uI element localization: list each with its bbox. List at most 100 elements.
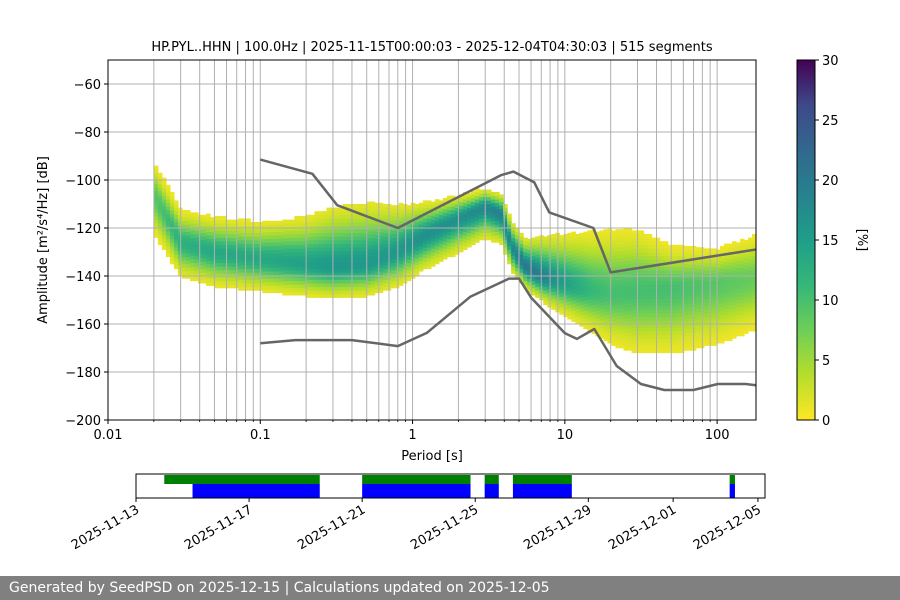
heatmap-cell (523, 266, 528, 271)
heatmap-cell (731, 291, 737, 296)
heatmap-cell (655, 316, 661, 321)
heatmap-cell (563, 241, 568, 246)
heatmap-cell (422, 214, 428, 219)
heatmap-cell (739, 278, 745, 283)
heatmap-cell (659, 349, 665, 354)
heatmap-cell (374, 267, 380, 272)
heatmap-cell (691, 343, 697, 348)
heatmap-cell (611, 316, 617, 321)
heatmap-cell (615, 330, 621, 334)
heatmap-cell (214, 241, 219, 246)
heatmap-cell (338, 276, 344, 280)
heatmap-cell (370, 288, 376, 292)
heatmap-cell (723, 276, 729, 280)
heatmap-cell (286, 241, 291, 246)
heatmap-cell (531, 288, 536, 292)
heatmap-cell (202, 236, 207, 241)
heatmap-cell (434, 224, 440, 229)
heatmap-cell (318, 294, 324, 298)
heatmap-cell (169, 228, 175, 232)
heatmap-cell (479, 200, 484, 205)
heatmap-cell (382, 204, 388, 208)
heatmap-cell (350, 243, 356, 248)
heatmap-cell (334, 207, 340, 212)
heatmap-cell (663, 291, 669, 296)
heatmap-cell (322, 268, 328, 273)
heatmap-cell (735, 289, 741, 294)
heatmap-cell (643, 302, 649, 307)
heatmap-cell (362, 222, 368, 226)
heatmap-cell (603, 304, 609, 309)
heatmap-cell (462, 235, 468, 240)
heatmap-cell (394, 237, 400, 242)
heatmap-cell (189, 237, 195, 242)
heatmap-cell (583, 242, 588, 247)
heatmap-cell (671, 338, 677, 343)
heatmap-cell (230, 280, 235, 285)
heatmap-cell (370, 244, 376, 249)
heatmap-cell (727, 261, 733, 266)
heatmap-cell (695, 290, 701, 295)
heatmap-cell (274, 264, 279, 268)
heatmap-cell (695, 312, 701, 316)
availability-span (729, 475, 735, 484)
heatmap-cell (306, 243, 312, 248)
heatmap-cell (643, 237, 649, 242)
heatmap-cell (647, 309, 653, 314)
heatmap-cell (173, 232, 179, 237)
heatmap-cell (607, 278, 613, 283)
heatmap-cell (322, 283, 328, 288)
heatmap-cell (426, 232, 432, 237)
heatmap-cell (727, 290, 733, 295)
heatmap-cell (579, 308, 584, 313)
heatmap-cell (747, 302, 753, 307)
heatmap-cell (161, 202, 167, 207)
heatmap-cell (583, 264, 588, 268)
heatmap-cell (523, 280, 528, 285)
heatmap-cell (535, 240, 540, 244)
heatmap-cell (326, 261, 332, 266)
heatmap-cell (402, 258, 408, 262)
heatmap-cell (466, 240, 472, 244)
heatmap-cell (687, 278, 693, 283)
heatmap-cell (173, 265, 179, 270)
heatmap-cell (751, 316, 756, 321)
heatmap-cell (246, 229, 251, 234)
heatmap-cell (334, 222, 340, 226)
heatmap-cell (683, 267, 689, 272)
heatmap-cell (181, 231, 187, 236)
heatmap-cell (703, 266, 709, 271)
heatmap-cell (479, 196, 484, 201)
heatmap-cell (294, 248, 299, 253)
heatmap-cell (595, 300, 601, 304)
heatmap-cell (374, 224, 380, 229)
heatmap-cell (547, 282, 552, 286)
heatmap-cell (254, 279, 259, 284)
heatmap-cell (354, 232, 360, 237)
heatmap-cell (210, 231, 215, 236)
heatmap-cell (314, 240, 320, 244)
heatmap-cell (575, 234, 580, 238)
heatmap-cell (579, 297, 584, 302)
heatmap-cell (623, 307, 629, 312)
heatmap-cell (647, 255, 653, 260)
heatmap-cell (675, 266, 681, 271)
heatmap-cell (382, 283, 388, 288)
heatmap-cell (491, 206, 496, 211)
heatmap-cell (595, 242, 601, 247)
heatmap-cell (294, 230, 299, 235)
heatmap-cell (266, 274, 271, 279)
heatmap-cell (543, 297, 548, 302)
heatmap-cell (338, 254, 344, 259)
heatmap-cell (358, 279, 364, 284)
heatmap-cell (242, 218, 247, 223)
heatmap-cell (334, 247, 340, 252)
heatmap-cell (631, 295, 637, 300)
heatmap-cell (751, 255, 756, 260)
heatmap-cell (723, 250, 729, 255)
heatmap-cell (723, 330, 729, 334)
heatmap-cell (322, 236, 328, 241)
heatmap-cell (691, 253, 697, 258)
heatmap-cell (202, 232, 207, 237)
heatmap-cell (671, 244, 677, 249)
